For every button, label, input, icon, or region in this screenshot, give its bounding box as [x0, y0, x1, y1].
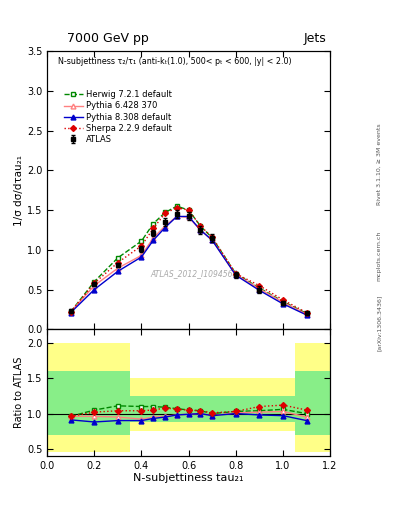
Pythia 6.428 370 — [116, 265, 120, 271]
Pythia 8.308 default — [174, 214, 179, 220]
Herwig 7.2.1 default — [186, 207, 191, 213]
Line: Pythia 6.428 370: Pythia 6.428 370 — [68, 214, 309, 316]
Pythia 6.428 370 — [210, 237, 215, 243]
Herwig 7.2.1 default — [116, 254, 120, 261]
Pythia 8.308 default — [210, 237, 215, 243]
Text: [arXiv:1306.3436]: [arXiv:1306.3436] — [377, 294, 382, 351]
Pythia 6.428 370 — [174, 214, 179, 220]
Sherpa 2.2.9 default — [151, 225, 156, 231]
Herwig 7.2.1 default — [163, 209, 167, 216]
Sherpa 2.2.9 default — [210, 234, 215, 240]
Herwig 7.2.1 default — [210, 235, 215, 241]
Herwig 7.2.1 default — [92, 279, 97, 285]
Pythia 6.428 370 — [281, 299, 285, 305]
Pythia 8.308 default — [139, 254, 144, 260]
Line: Pythia 8.308 default: Pythia 8.308 default — [68, 214, 309, 317]
Text: mcplots.cern.ch: mcplots.cern.ch — [377, 231, 382, 281]
Sherpa 2.2.9 default — [139, 243, 144, 249]
Herwig 7.2.1 default — [174, 203, 179, 209]
Line: Herwig 7.2.1 default: Herwig 7.2.1 default — [68, 204, 309, 316]
Pythia 6.428 370 — [198, 227, 203, 233]
Herwig 7.2.1 default — [304, 310, 309, 316]
Pythia 8.308 default — [186, 214, 191, 220]
Pythia 8.308 default — [198, 227, 203, 233]
Pythia 8.308 default — [281, 301, 285, 307]
Sherpa 2.2.9 default — [186, 207, 191, 213]
Herwig 7.2.1 default — [233, 271, 238, 277]
Herwig 7.2.1 default — [257, 285, 262, 291]
Text: Jets: Jets — [303, 32, 326, 45]
Pythia 6.428 370 — [257, 286, 262, 292]
Pythia 8.308 default — [163, 224, 167, 230]
Pythia 8.308 default — [151, 237, 156, 243]
Pythia 8.308 default — [304, 312, 309, 318]
Sherpa 2.2.9 default — [116, 260, 120, 266]
Pythia 6.428 370 — [304, 311, 309, 317]
Pythia 8.308 default — [257, 287, 262, 293]
Pythia 8.308 default — [68, 310, 73, 316]
Text: Rivet 3.1.10, ≥ 3M events: Rivet 3.1.10, ≥ 3M events — [377, 123, 382, 205]
Herwig 7.2.1 default — [139, 238, 144, 244]
Pythia 8.308 default — [92, 287, 97, 293]
Herwig 7.2.1 default — [198, 223, 203, 229]
Pythia 8.308 default — [116, 268, 120, 274]
Text: 7000 GeV pp: 7000 GeV pp — [67, 32, 149, 45]
Pythia 6.428 370 — [186, 214, 191, 220]
Y-axis label: 1/σ dσ/dτau₂₁: 1/σ dσ/dτau₂₁ — [14, 155, 24, 226]
Line: Sherpa 2.2.9 default: Sherpa 2.2.9 default — [69, 206, 309, 315]
Sherpa 2.2.9 default — [198, 223, 203, 229]
Sherpa 2.2.9 default — [92, 280, 97, 286]
Pythia 6.428 370 — [68, 309, 73, 315]
Sherpa 2.2.9 default — [304, 310, 309, 316]
Pythia 6.428 370 — [233, 271, 238, 278]
Text: N-subjettiness τ₂/τ₁ (anti-kₜ(1.0), 500< pₜ < 600, |y| < 2.0): N-subjettiness τ₂/τ₁ (anti-kₜ(1.0), 500<… — [59, 57, 292, 66]
Legend: Herwig 7.2.1 default, Pythia 6.428 370, Pythia 8.308 default, Sherpa 2.2.9 defau: Herwig 7.2.1 default, Pythia 6.428 370, … — [62, 89, 174, 145]
Y-axis label: Ratio to ATLAS: Ratio to ATLAS — [14, 357, 24, 428]
Text: ATLAS_2012_I1094564: ATLAS_2012_I1094564 — [151, 269, 238, 278]
Pythia 8.308 default — [233, 272, 238, 279]
Sherpa 2.2.9 default — [174, 205, 179, 211]
Herwig 7.2.1 default — [151, 221, 156, 227]
Sherpa 2.2.9 default — [163, 210, 167, 217]
X-axis label: N-subjettiness tau₂₁: N-subjettiness tau₂₁ — [133, 473, 244, 483]
Pythia 6.428 370 — [151, 235, 156, 241]
Herwig 7.2.1 default — [281, 298, 285, 305]
Sherpa 2.2.9 default — [257, 283, 262, 289]
Sherpa 2.2.9 default — [281, 297, 285, 303]
Pythia 6.428 370 — [139, 252, 144, 259]
Pythia 6.428 370 — [92, 283, 97, 289]
Herwig 7.2.1 default — [68, 309, 73, 315]
Pythia 6.428 370 — [163, 223, 167, 229]
Sherpa 2.2.9 default — [68, 309, 73, 315]
Sherpa 2.2.9 default — [233, 271, 238, 277]
